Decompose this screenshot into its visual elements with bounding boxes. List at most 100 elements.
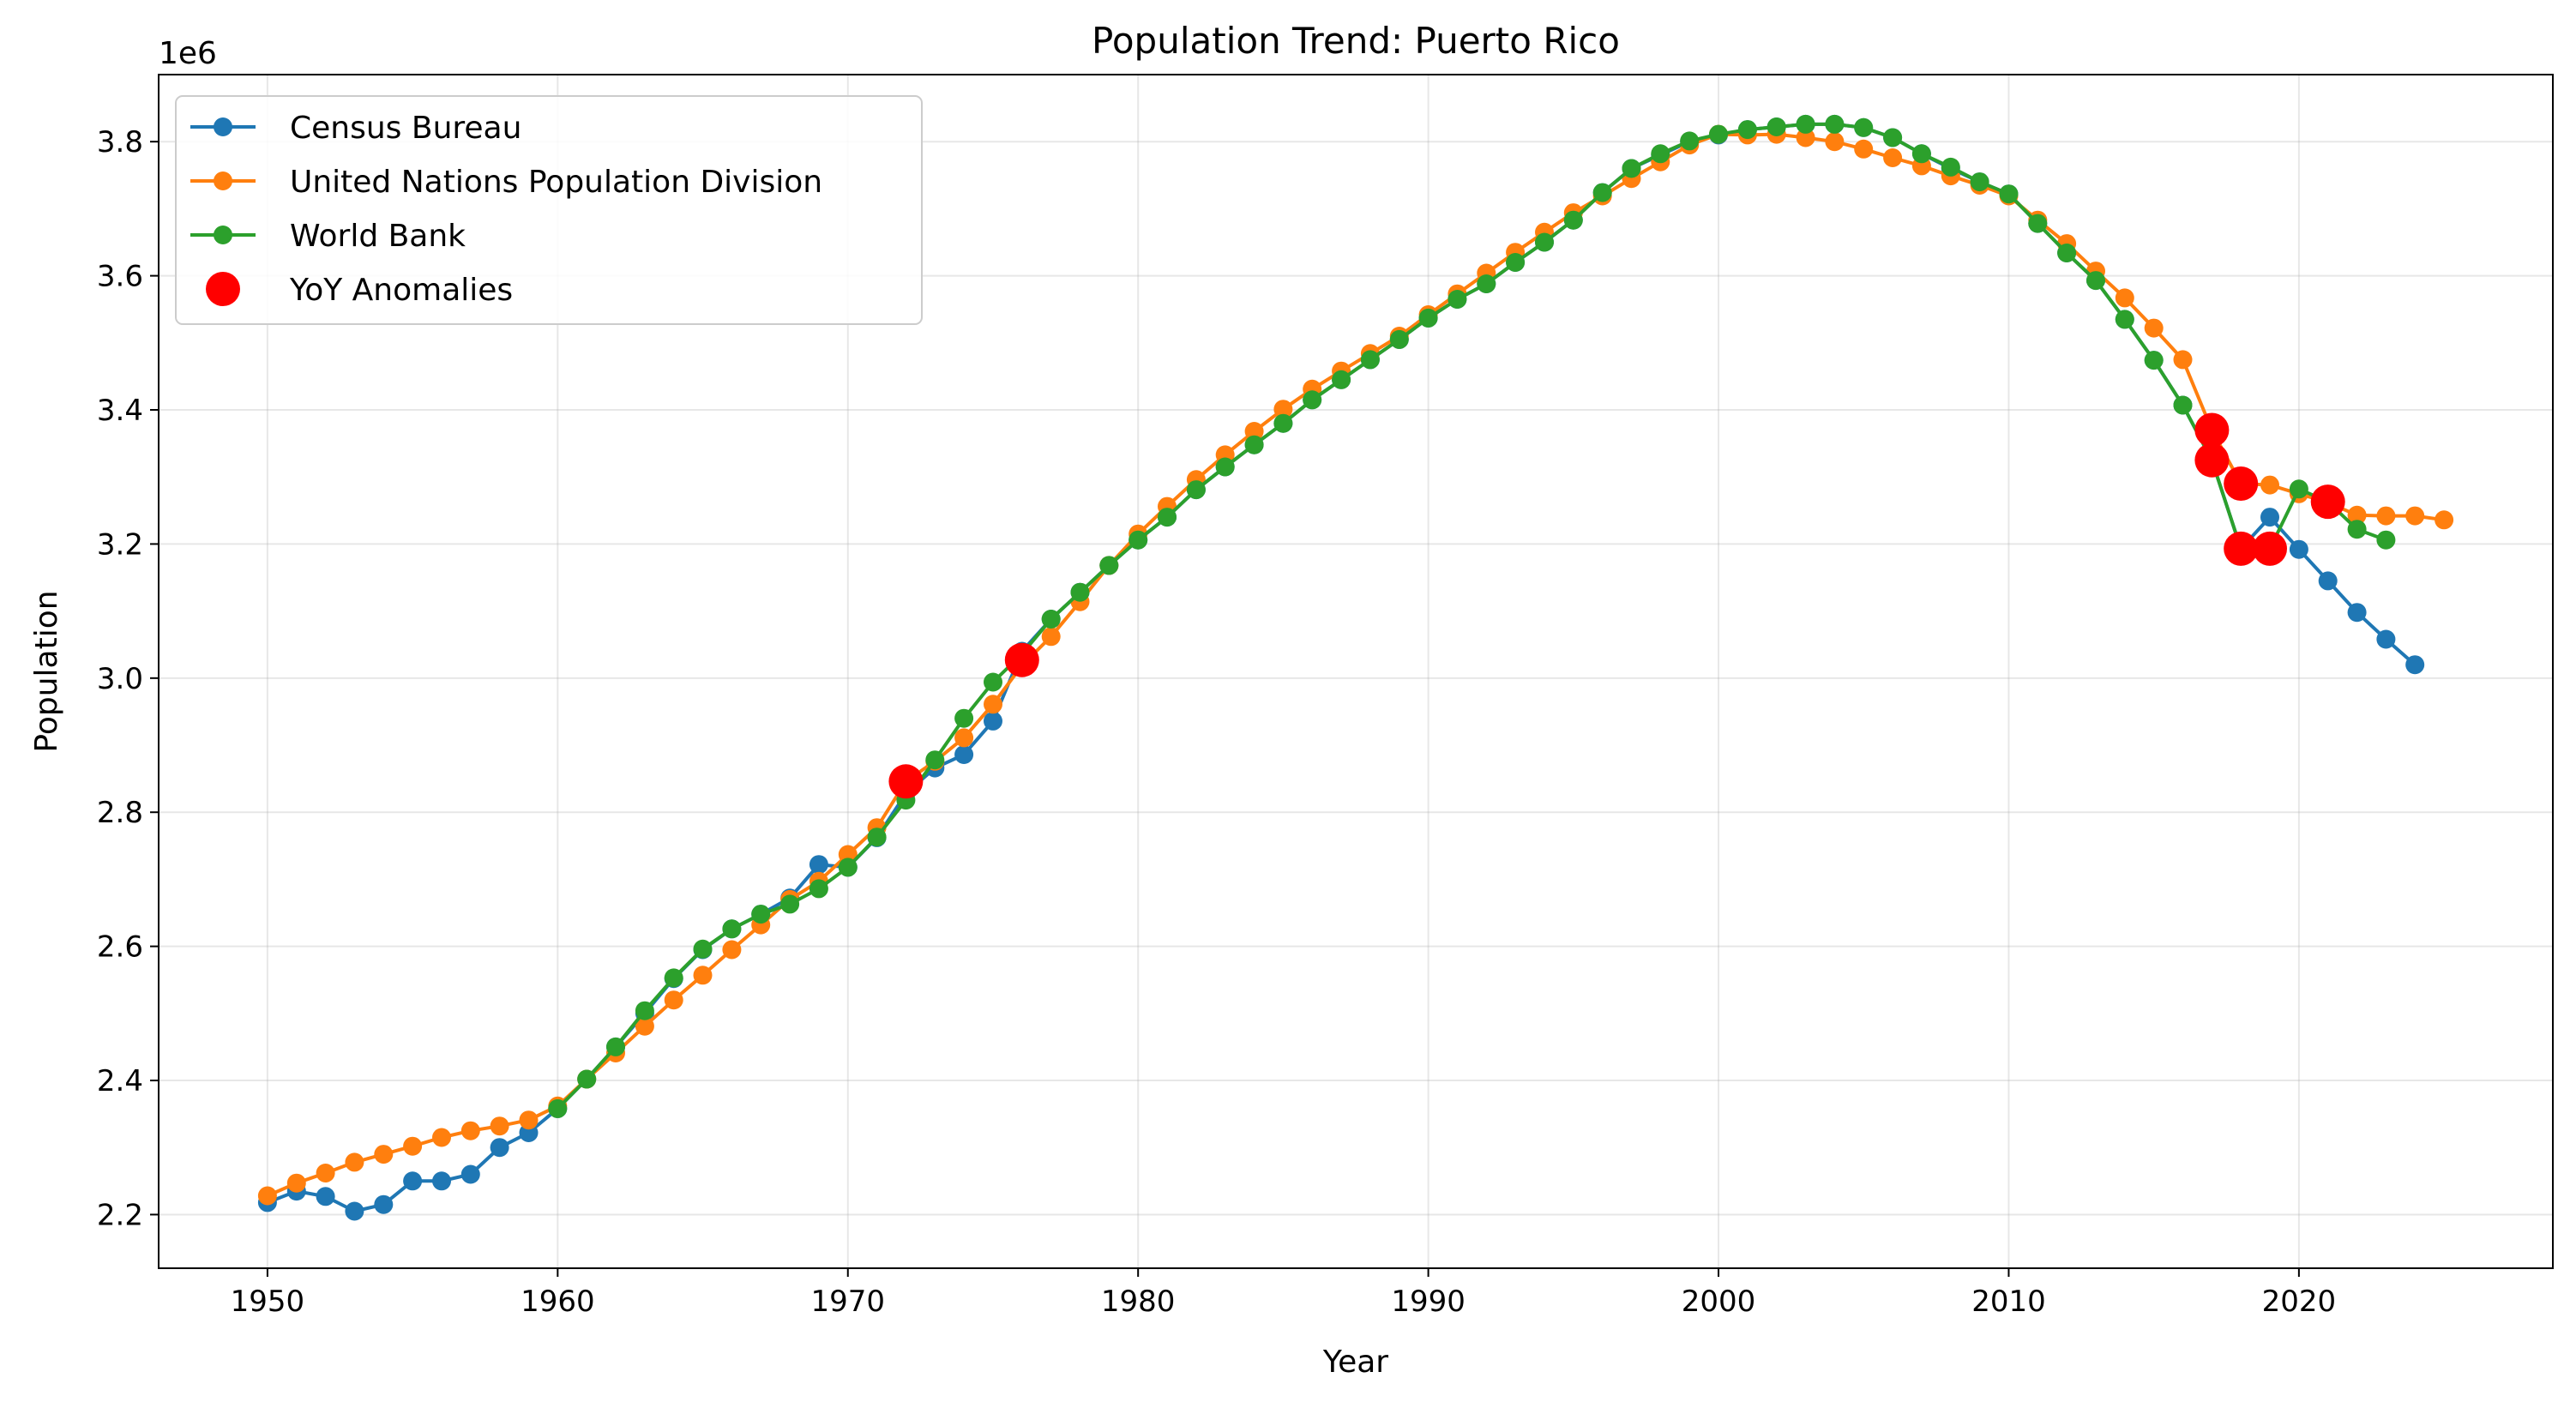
anomaly-point	[2194, 442, 2230, 478]
data-point-census-bureau	[490, 1138, 509, 1158]
data-point-united-nations-population-division	[2115, 288, 2134, 308]
legend-label-census-bureau: Census Bureau	[290, 111, 521, 146]
anomaly-point	[2253, 531, 2287, 566]
data-point-united-nations-population-division	[1825, 132, 1845, 152]
data-point-world-bank	[722, 919, 742, 939]
legend-marker-yoy-anomalies	[206, 272, 240, 306]
data-point-census-bureau	[432, 1171, 451, 1191]
data-point-united-nations-population-division	[345, 1152, 364, 1172]
data-point-united-nations-population-division	[635, 1016, 654, 1036]
data-point-world-bank	[1332, 370, 1351, 389]
data-point-world-bank	[1680, 131, 1700, 151]
data-point-united-nations-population-division	[2405, 506, 2425, 526]
x-tick-label: 1990	[1391, 1285, 1466, 1319]
legend-label-united-nations: United Nations Population Division	[290, 165, 822, 200]
data-point-world-bank	[1622, 159, 1641, 178]
data-point-world-bank	[1186, 480, 1206, 500]
data-point-census-bureau	[460, 1164, 480, 1184]
data-point-census-bureau	[954, 745, 974, 764]
x-tick-label: 1980	[1101, 1285, 1176, 1319]
data-point-united-nations-population-division	[1883, 148, 1903, 167]
legend-label-yoy-anomalies: YoY Anomalies	[289, 273, 513, 308]
data-point-world-bank	[693, 939, 713, 959]
data-point-world-bank	[635, 1001, 654, 1020]
series-line-united-nations-population-division	[267, 132, 2445, 1198]
data-point-census-bureau	[374, 1194, 394, 1214]
legend-marker-census-bureau	[214, 117, 232, 136]
plot-frame	[158, 74, 2554, 1269]
data-point-united-nations-population-division	[1244, 422, 1264, 441]
data-point-united-nations-population-division	[2435, 510, 2454, 530]
chart-title: Population Trend: Puerto Rico	[1092, 20, 1620, 62]
data-point-world-bank	[1303, 390, 1322, 410]
legend-entry-world-bank: World Bank	[190, 219, 466, 254]
legend-box	[175, 95, 923, 325]
y-tick-label: 2.8	[97, 796, 143, 830]
x-tick-label: 1960	[521, 1285, 595, 1319]
series-line-world-bank	[556, 122, 2387, 1110]
data-point-world-bank	[1709, 124, 1728, 144]
data-point-world-bank	[1129, 530, 1148, 550]
anomaly-point	[2194, 412, 2230, 448]
data-point-united-nations-population-division	[2173, 350, 2193, 370]
data-point-world-bank	[2028, 214, 2048, 233]
y-tick-label: 3.4	[97, 394, 143, 428]
data-point-united-nations-population-division	[722, 940, 742, 960]
data-point-united-nations-population-division	[2144, 318, 2164, 338]
x-tick-label: 2010	[1971, 1285, 2046, 1319]
data-point-united-nations-population-division	[1854, 139, 1874, 159]
data-point-world-bank	[2173, 395, 2193, 415]
data-point-census-bureau	[2289, 539, 2308, 559]
y-tick-label: 3.0	[97, 662, 143, 696]
data-point-world-bank	[838, 857, 858, 877]
data-point-census-bureau	[2405, 655, 2425, 675]
data-point-census-bureau	[316, 1187, 335, 1206]
data-point-world-bank	[1563, 210, 1583, 230]
data-point-census-bureau	[403, 1171, 423, 1191]
data-point-world-bank	[1215, 457, 1235, 477]
data-point-world-bank	[1651, 144, 1670, 164]
data-point-world-bank	[1099, 556, 1119, 575]
x-tick-label: 1970	[810, 1285, 885, 1319]
data-point-world-bank	[2115, 310, 2134, 329]
legend-entry-census-bureau: Census Bureau	[190, 111, 521, 146]
y-tick-label: 2.2	[97, 1198, 143, 1232]
legend-marker-united-nations	[214, 171, 232, 190]
data-point-world-bank	[1244, 435, 1264, 454]
data-point-world-bank	[1070, 582, 1090, 602]
data-point-census-bureau	[984, 711, 1002, 731]
data-point-world-bank	[1883, 128, 1903, 147]
anomaly-point	[1004, 642, 1039, 677]
data-point-world-bank	[1796, 114, 1815, 134]
data-point-united-nations-population-division	[286, 1173, 306, 1193]
data-point-world-bank	[809, 879, 828, 899]
x-tick-label: 1950	[231, 1285, 305, 1319]
data-point-world-bank	[606, 1037, 625, 1056]
data-point-world-bank	[954, 708, 974, 728]
data-point-world-bank	[1941, 157, 1960, 177]
data-point-census-bureau	[2347, 603, 2367, 623]
y-axis-label: Population	[29, 590, 64, 752]
axis-ticks: 1950 1960 1970 1980 1990 2000 2010 2020 2.2 2.4 2.…	[97, 125, 2336, 1319]
data-point-world-bank	[2086, 271, 2105, 291]
data-point-world-bank	[1158, 508, 1177, 527]
data-point-world-bank	[1506, 253, 1526, 272]
data-point-world-bank	[1477, 274, 1496, 293]
data-point-world-bank	[867, 827, 887, 847]
data-point-united-nations-population-division	[1796, 128, 1815, 147]
data-point-united-nations-population-division	[432, 1128, 451, 1147]
data-point-world-bank	[1535, 232, 1554, 252]
data-point-united-nations-population-division	[2347, 505, 2367, 525]
anomaly-point	[888, 764, 924, 799]
data-point-world-bank	[1418, 308, 1438, 328]
data-point-united-nations-population-division	[2376, 506, 2396, 526]
data-point-world-bank	[2144, 351, 2164, 370]
data-point-united-nations-population-division	[1273, 400, 1293, 419]
series-layer	[257, 114, 2454, 1221]
data-point-united-nations-population-division	[374, 1145, 394, 1164]
legend-label-world-bank: World Bank	[290, 219, 466, 254]
data-point-world-bank	[780, 894, 800, 914]
anomaly-point	[2224, 466, 2259, 501]
legend-entry-united-nations: United Nations Population Division	[190, 165, 822, 200]
data-point-world-bank	[664, 968, 683, 988]
